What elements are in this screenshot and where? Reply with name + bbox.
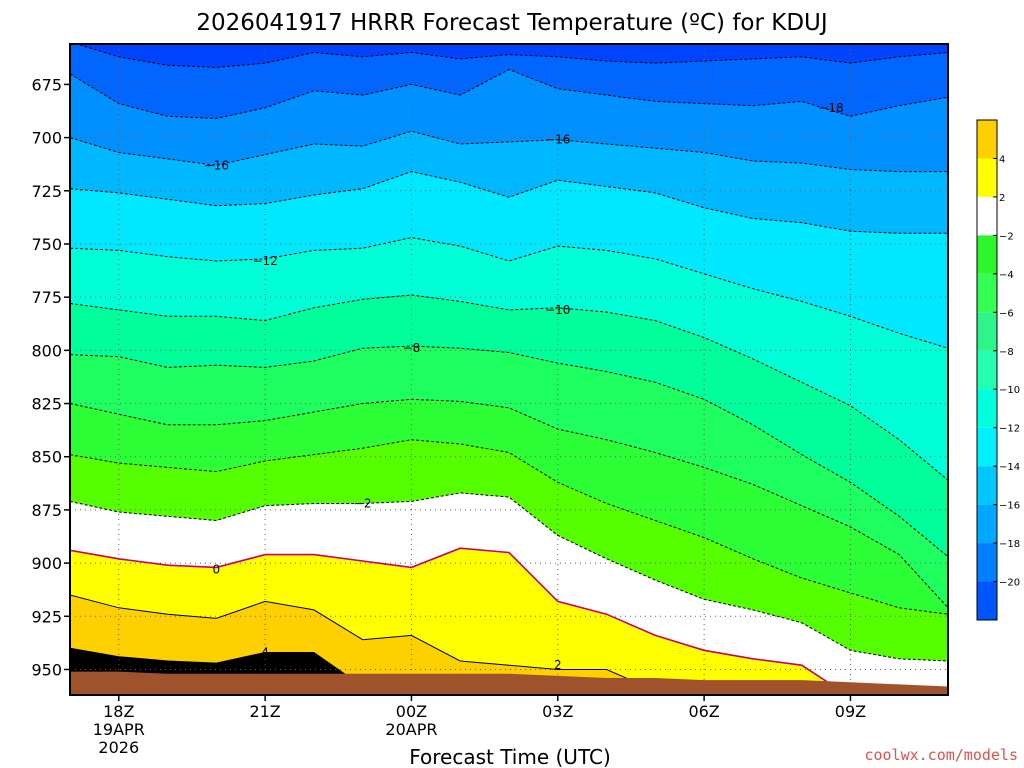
credit-link[interactable]: coolwx.com/models xyxy=(864,746,1018,764)
y-axis: 675 700 725 750 775 800 825 850 875 900 925 950 xyxy=(31,75,70,679)
colorbar-label: −10 xyxy=(999,385,1020,396)
colorbar-label: −18 xyxy=(999,539,1020,550)
x-tick-label: 03Z xyxy=(542,702,573,721)
x-axis-title: Forecast Time (UTC) xyxy=(409,745,611,768)
y-tick-label: 800 xyxy=(31,341,62,360)
colorbar-swatch xyxy=(977,196,997,236)
isotherm--16 xyxy=(70,130,948,173)
isotherm--20 xyxy=(75,44,948,68)
colorbar-label: 2 xyxy=(999,193,1005,204)
colorbar-swatch xyxy=(977,581,997,620)
colorbar-label: −2 xyxy=(999,231,1014,242)
temperature-fill-layer xyxy=(70,44,948,695)
colorbar-label: −12 xyxy=(999,424,1020,435)
y-tick-label: 850 xyxy=(31,448,62,467)
contour-label: −18 xyxy=(818,101,843,115)
contour-label: −2 xyxy=(354,497,372,511)
y-tick-label: 875 xyxy=(31,501,62,520)
contour-label: −16 xyxy=(204,158,229,172)
y-tick-label: 675 xyxy=(31,75,62,94)
x-tick-label: 19APR xyxy=(93,720,145,739)
colorbar: 4 2 −2 −4 −6 −8 −10 −12 −14 −16 −18 −20 xyxy=(976,119,1020,621)
y-tick-label: 900 xyxy=(31,554,62,573)
contour-label: −12 xyxy=(252,254,277,268)
colorbar-swatch xyxy=(977,427,997,467)
y-tick-label: 725 xyxy=(31,182,62,201)
colorbar-label: −16 xyxy=(999,501,1020,512)
colorbar-swatch xyxy=(977,543,997,582)
colorbar-swatch xyxy=(977,235,997,274)
colorbar-swatch xyxy=(977,504,997,544)
isotherm-2 xyxy=(70,594,716,695)
colorbar-swatch xyxy=(977,466,997,505)
colorbar-label: 4 xyxy=(999,154,1005,165)
contour-label: 4 xyxy=(261,645,269,659)
x-tick-label: 21Z xyxy=(249,702,280,721)
y-tick-label: 825 xyxy=(31,395,62,414)
contour-label: −16 xyxy=(545,133,570,147)
x-tick-label: 06Z xyxy=(688,702,719,721)
colorbar-label: −6 xyxy=(999,308,1014,319)
colorbar-label: −4 xyxy=(999,270,1014,281)
x-tick-label: 2026 xyxy=(98,738,139,757)
x-tick-label: 20APR xyxy=(385,720,437,739)
x-tick-label: 00Z xyxy=(396,702,427,721)
contour-label: −8 xyxy=(403,341,421,355)
isotherm--12 xyxy=(70,237,948,349)
isotherm--18 xyxy=(70,68,948,120)
colorbar-swatch xyxy=(977,312,997,351)
contour-label: 0 xyxy=(213,562,221,576)
x-tick-label: 09Z xyxy=(835,702,866,721)
colorbar-swatch xyxy=(977,120,997,159)
contour-label: 2 xyxy=(554,658,562,672)
ground-layer xyxy=(70,671,948,695)
colorbar-frame xyxy=(976,119,998,621)
isotherm--4 xyxy=(70,439,948,615)
colorbar-label: −20 xyxy=(999,578,1020,589)
contour-label: −10 xyxy=(545,303,570,317)
isotherm--10 xyxy=(70,294,948,481)
y-tick-label: 950 xyxy=(31,660,62,679)
isotherm--8 xyxy=(70,345,948,558)
colorbar-swatch xyxy=(977,389,997,428)
colorbar-label: −8 xyxy=(999,347,1014,358)
y-tick-label: 700 xyxy=(31,129,62,148)
y-tick-label: 925 xyxy=(31,607,62,626)
isotherm--14 xyxy=(70,171,948,234)
isotherm--2 xyxy=(70,492,948,662)
isotherm-layer xyxy=(70,44,948,695)
grid-layer xyxy=(70,44,948,695)
y-tick-label: 775 xyxy=(31,288,62,307)
plot-frame xyxy=(69,43,949,696)
isotherm-0 xyxy=(70,547,849,695)
chart-title: 2026041917 HRRR Forecast Temperature (ºC… xyxy=(196,10,827,36)
colorbar-swatch xyxy=(977,158,997,197)
isotherm-4 xyxy=(70,647,472,695)
x-tick-label: 18Z xyxy=(103,702,134,721)
contour-label-layer: −16 −16 −18 −12 −10 −8 −2 0 4 2 xyxy=(204,101,844,672)
colorbar-swatch xyxy=(977,350,997,390)
y-tick-label: 750 xyxy=(31,235,62,254)
ground-surface xyxy=(70,671,948,695)
colorbar-label: −14 xyxy=(999,462,1020,473)
colorbar-swatch xyxy=(977,273,997,313)
